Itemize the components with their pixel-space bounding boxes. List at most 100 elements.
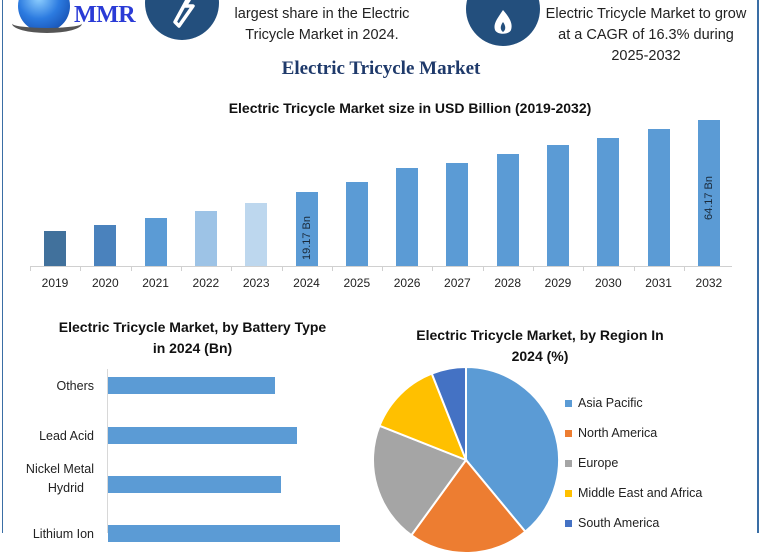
bar — [597, 138, 620, 266]
axis-tick — [281, 266, 283, 271]
battery-bar — [108, 476, 281, 493]
x-tick-label: 2030 — [594, 276, 622, 290]
y-tick-label: Lithium Ion — [32, 527, 94, 541]
x-tick-label: 2028 — [494, 276, 522, 290]
bar — [647, 129, 670, 266]
region-pie-chart — [372, 366, 560, 554]
frame-border-left — [2, 0, 3, 533]
axis-tick — [482, 266, 484, 271]
bar — [446, 163, 469, 266]
battery-bar — [108, 427, 297, 444]
legend-item: Middle East and Africa — [565, 478, 702, 508]
callout-cagr: Electric Tricycle Market to grow at a CA… — [536, 4, 756, 67]
callout-line: largest share in the Electric — [234, 6, 410, 22]
legend-swatch-icon — [565, 399, 572, 407]
x-tick-label: 2031 — [645, 276, 672, 290]
legend-swatch-icon — [565, 489, 572, 497]
column-2020: 2020 — [80, 110, 130, 290]
column-2019: 2019 — [30, 110, 80, 290]
bar: 19.17 Bn — [295, 192, 318, 266]
battery-bar — [108, 377, 275, 394]
battery-bar — [108, 525, 340, 542]
y-tick-label: Lead Acid — [39, 429, 94, 443]
x-tick-label: 2022 — [192, 276, 220, 290]
title-line: Electric Tricycle Market, by Region In — [416, 327, 664, 343]
logo-text: MMR — [74, 2, 136, 28]
legend-item: Europe — [565, 448, 702, 478]
column-2029: 2029 — [533, 110, 583, 290]
market-size-chart-title: Electric Tricycle Market size in USD Bil… — [228, 100, 592, 116]
bar — [94, 225, 117, 266]
callout-line: 2025-2032 — [611, 48, 681, 64]
legend-label: South America — [578, 516, 660, 530]
legend-item: South America — [565, 508, 702, 538]
frame-border-right — [757, 0, 759, 533]
x-tick-label: 2026 — [393, 276, 421, 290]
x-tick-label: 2019 — [41, 276, 69, 290]
bar — [396, 168, 419, 266]
column-2028: 2028 — [482, 110, 533, 290]
axis-tick — [533, 266, 534, 271]
pie-slice-south-america — [430, 366, 467, 461]
data-label: 19.17 Bn — [300, 215, 313, 260]
legend-swatch-icon — [565, 429, 572, 437]
axis-tick — [683, 266, 685, 271]
bar — [44, 231, 66, 266]
pie-slice-middle-east-and-africa — [378, 372, 468, 462]
x-tick-label: 2024 — [293, 276, 320, 290]
callout-line: Electric Tricycle Market to grow — [545, 6, 747, 22]
bar — [496, 154, 519, 266]
y-tick-label: Others — [56, 379, 94, 393]
column-2023: 2023 — [231, 110, 281, 290]
axis-tick — [633, 266, 635, 271]
bar — [144, 218, 167, 266]
battery-chart-title: Electric Tricycle Market, by Battery Typ… — [20, 317, 365, 359]
column-2022: 2022 — [180, 110, 231, 290]
legend-swatch-icon — [565, 459, 572, 467]
legend-label: Europe — [578, 456, 619, 470]
x-tick-label: 2025 — [343, 276, 371, 290]
column-2027: 2027 — [432, 110, 482, 290]
bar — [547, 145, 569, 266]
mmr-logo: MMR — [8, 0, 138, 40]
legend-label: Middle East and Africa — [578, 486, 703, 500]
region-legend: Asia Pacific North America Europe Middle Ea… — [565, 388, 702, 538]
region-chart-title: Electric Tricycle Market, by Region In 2… — [375, 325, 705, 367]
y-tick-label: Nickel Metal Hydrid — [25, 462, 94, 495]
title-line: 2024 (%) — [511, 348, 569, 364]
legend-label: Asia Pacific — [578, 396, 643, 410]
column-2032: 64.17 Bn 2032 — [683, 110, 734, 290]
lightning-bolt-icon — [145, 0, 219, 40]
title-line: in 2024 (Bn) — [152, 340, 233, 356]
page-title: Electric Tricycle Market — [281, 58, 481, 79]
bar: 64.17 Bn — [697, 120, 720, 266]
legend-label: North America — [578, 426, 658, 440]
legend-swatch-icon — [565, 519, 572, 527]
axis-tick — [80, 266, 82, 271]
title-line: Electric Tricycle Market, by Battery Typ… — [58, 319, 327, 335]
axis-tick — [331, 266, 333, 271]
axis-tick — [30, 266, 31, 271]
x-tick-label: 2020 — [91, 276, 119, 290]
axis-tick — [382, 266, 384, 271]
legend-item: North America — [565, 418, 702, 448]
x-tick-label: 2021 — [142, 276, 169, 290]
axis-tick — [583, 266, 585, 271]
y-axis-line — [107, 369, 108, 533]
column-2031: 2031 — [633, 110, 684, 290]
column-2025: 2025 — [331, 110, 382, 290]
callout-largest-share: largest share in the Electric Tricycle M… — [216, 4, 428, 46]
x-tick-label: 2029 — [544, 276, 572, 290]
column-2030: 2030 — [583, 110, 633, 290]
axis-tick — [231, 266, 233, 271]
callout-line: Tricycle Market in 2024. — [245, 27, 399, 43]
legend-item: Asia Pacific — [565, 388, 702, 418]
pie-slice-asia-pacific — [465, 366, 560, 534]
callout-line: at a CAGR of 16.3% during — [558, 27, 734, 43]
column-2026: 2026 — [382, 110, 432, 290]
x-tick-label: 2032 — [695, 276, 723, 290]
x-tick-label: 2023 — [242, 276, 270, 290]
data-label: 64.17 Bn — [702, 175, 715, 220]
column-2021: 2021 — [130, 110, 181, 290]
bar — [194, 211, 217, 266]
